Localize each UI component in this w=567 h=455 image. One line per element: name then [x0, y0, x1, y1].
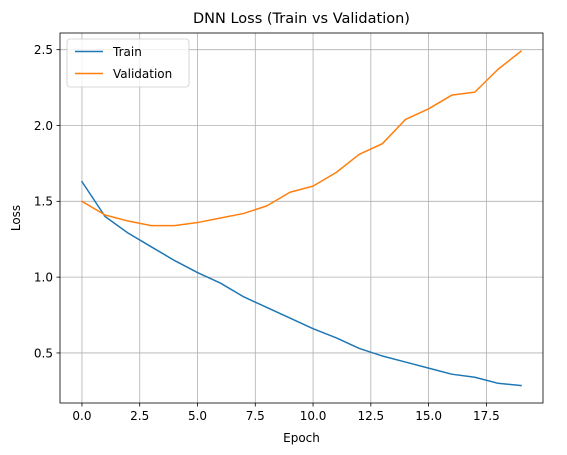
x-tick-label: 12.5 — [357, 409, 384, 423]
y-tick-label: 2.0 — [34, 119, 53, 133]
y-tick-label: 1.0 — [34, 270, 53, 284]
y-tick-label: 2.5 — [34, 43, 53, 57]
series-lines — [80, 50, 523, 387]
legend: Train Validation — [66, 38, 190, 88]
x-tick-label: 0.0 — [72, 409, 91, 423]
axes: 0.0 2.5 5.0 7.5 10.0 12.5 15.0 17.5 0.5 1.0 1.5 2.0… — [34, 32, 544, 423]
x-tick-label: 15.0 — [415, 409, 442, 423]
y-tick-label: 1.5 — [34, 195, 53, 209]
x-tick-label: 5.0 — [188, 409, 207, 423]
series-line-validation — [80, 50, 523, 227]
plot-frame — [59, 32, 544, 404]
x-tick-label: 7.5 — [246, 409, 265, 423]
x-axis-label: Epoch — [283, 431, 320, 445]
y-axis-label: Loss — [9, 205, 23, 231]
grid — [60, 33, 543, 403]
legend-label-train: Train — [112, 45, 142, 59]
x-tick-label: 2.5 — [130, 409, 149, 423]
x-tick-label: 10.0 — [300, 409, 327, 423]
legend-label-validation: Validation — [113, 67, 172, 81]
chart-title: DNN Loss (Train vs Validation) — [193, 11, 410, 27]
series-line-train — [80, 180, 522, 387]
y-tick-label: 0.5 — [34, 346, 53, 360]
x-tick-label: 17.5 — [473, 409, 500, 423]
